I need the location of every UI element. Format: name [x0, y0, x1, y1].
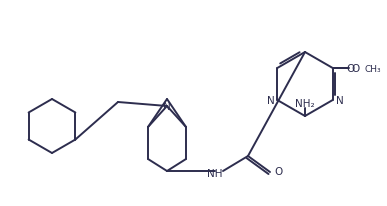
Text: N: N [163, 102, 171, 111]
Text: NH₂: NH₂ [295, 98, 315, 109]
Text: O: O [347, 64, 355, 74]
Text: O: O [352, 64, 360, 74]
Text: O: O [274, 166, 282, 176]
Text: N: N [336, 96, 344, 105]
Text: N: N [267, 96, 274, 105]
Text: NH: NH [207, 168, 223, 178]
Text: CH₃: CH₃ [365, 64, 381, 73]
